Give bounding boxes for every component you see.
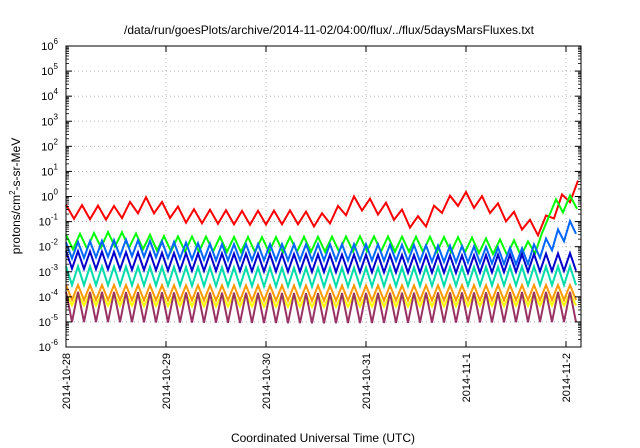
y-tick-label: 10-4 (39, 288, 59, 304)
y-tick-label: 105 (41, 62, 58, 78)
y-tick-label: 10-5 (39, 313, 59, 329)
y-axis-label: protons/cm2-s-sr-MeV (8, 138, 23, 254)
series-line-8 (65, 291, 577, 324)
x-tick-label: 2014-11-2 (561, 353, 573, 402)
y-tick-label: 103 (41, 112, 58, 128)
axes-ticks: 10-6 10-5 10-4 10-3 10-2 10-1 100 101 102 103 104 1… (39, 37, 581, 409)
y-axis-label-rest: -s-sr-MeV (9, 138, 23, 191)
y-tick-label: 104 (41, 87, 58, 103)
y-tick-label: 102 (41, 137, 58, 153)
y-tick-label: 10-2 (39, 238, 59, 254)
y-tick-label: 10-3 (39, 263, 59, 279)
x-tick-label: 2014-10-31 (361, 353, 373, 409)
x-tick-label: 2014-10-30 (261, 353, 273, 409)
x-tick-label: 2014-11-1 (461, 353, 473, 402)
series-line-3 (65, 218, 577, 268)
series-line-4 (65, 248, 577, 276)
series-line-6 (65, 282, 577, 304)
y-tick-label: 100 (41, 188, 58, 204)
x-tick-label: 2014-10-29 (161, 353, 173, 409)
y-tick-label: 10-1 (39, 213, 59, 229)
series-line-1 (65, 180, 579, 238)
series-line-2 (65, 193, 578, 259)
y-tick-label: 106 (41, 37, 58, 53)
chart-title: /data/run/goesPlots/archive/2014-11-02/0… (124, 23, 535, 37)
series-group (65, 180, 579, 324)
y-tick-label: 101 (41, 162, 58, 178)
y-axis-label-base: protons/cm (9, 195, 23, 254)
y-tick-label: 10-6 (39, 338, 59, 354)
x-tick-label: 2014-10-28 (61, 353, 73, 409)
y-axis-label-exp: 2 (8, 190, 17, 195)
x-axis-label: Coordinated Universal Time (UTC) (231, 431, 415, 445)
series-line-5 (65, 263, 577, 290)
